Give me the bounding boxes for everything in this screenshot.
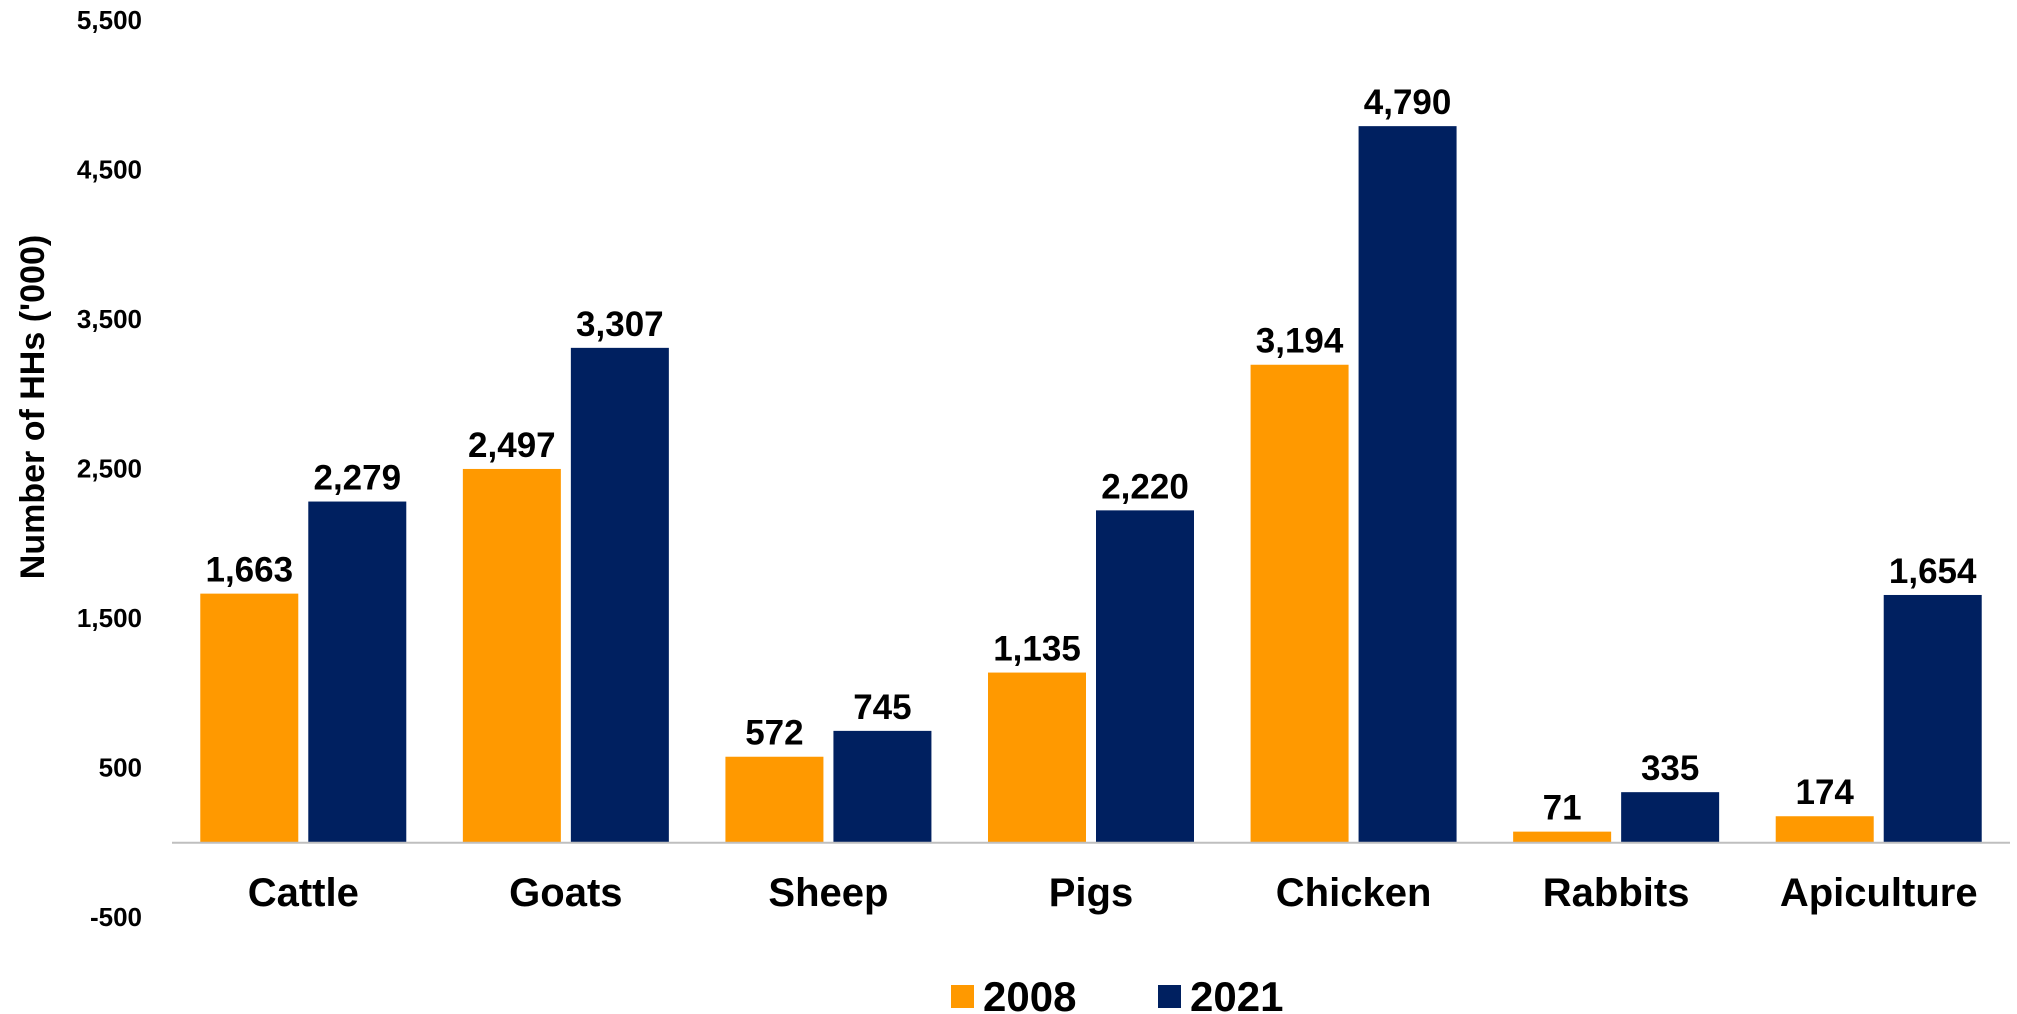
x-tick-label: Rabbits (1543, 871, 1690, 915)
x-tick-label: Goats (509, 871, 622, 915)
data-label-2008-goats: 2,497 (468, 426, 556, 465)
y-tick-label: 4,500 (77, 155, 142, 185)
legend-label-2021: 2021 (1190, 973, 1283, 1014)
data-labels-group: 1,663 2,279 2,497 3,307 572 745 1,135 2,220 3,19… (205, 83, 1977, 827)
legend-swatch-2008 (951, 985, 974, 1008)
x-tick-label: Cattle (248, 871, 359, 915)
data-label-2021-cattle: 2,279 (313, 459, 401, 498)
data-label-2021-pigs: 2,220 (1101, 467, 1189, 506)
bar-2021-rabbits (1621, 792, 1720, 843)
y-tick-label: 5,500 (77, 5, 142, 35)
y-tick-label: 500 (99, 753, 142, 783)
data-label-2021-rabbits: 335 (1641, 749, 1699, 788)
legend: 2008 2021 (951, 973, 1283, 1014)
data-label-2008-apiculture: 174 (1796, 773, 1855, 812)
x-axis-ticks: Cattle Goats Sheep Pigs Chicken Rabbits Apicul… (248, 871, 1978, 915)
y-tick-label: 1,500 (77, 603, 142, 633)
data-label-2021-apiculture: 1,654 (1889, 552, 1977, 591)
x-tick-label: Chicken (1276, 871, 1432, 915)
x-tick-label: Sheep (768, 871, 888, 915)
y-axis-ticks: 5,500 4,500 3,500 2,500 1,500 500 -500 (77, 5, 142, 932)
data-label-2021-chicken: 4,790 (1364, 83, 1452, 122)
bar-2021-goats (570, 347, 669, 843)
x-tick-label: Apiculture (1780, 871, 1978, 915)
y-tick-label: -500 (90, 902, 142, 932)
bar-2021-cattle (308, 501, 407, 843)
bar-2021-sheep (833, 730, 932, 843)
data-label-2008-pigs: 1,135 (993, 630, 1081, 669)
bar-2008-cattle (200, 593, 299, 843)
y-tick-label: 3,500 (77, 304, 142, 334)
bars-group (200, 126, 1982, 843)
data-label-2008-sheep: 572 (745, 714, 803, 753)
bar-2008-apiculture (1775, 816, 1874, 843)
bar-2021-apiculture (1883, 594, 1982, 843)
y-axis-label: Number of HHs ('000) (14, 235, 52, 579)
bar-2008-sheep (725, 756, 824, 843)
data-label-2021-goats: 3,307 (576, 305, 664, 344)
bar-2021-pigs (1096, 510, 1194, 843)
y-tick-label: 2,500 (77, 454, 142, 484)
x-tick-label: Pigs (1049, 871, 1133, 915)
bar-2021-chicken (1358, 126, 1457, 843)
data-label-2008-rabbits: 71 (1543, 789, 1582, 828)
legend-swatch-2021 (1158, 985, 1181, 1008)
bar-2008-chicken (1250, 364, 1349, 843)
data-label-2021-sheep: 745 (853, 688, 911, 727)
bar-2008-pigs (988, 672, 1086, 843)
data-label-2008-cattle: 1,663 (205, 551, 293, 590)
bar-2008-rabbits (1513, 831, 1612, 843)
data-label-2008-chicken: 3,194 (1256, 322, 1344, 361)
bar-2008-goats (462, 468, 561, 843)
legend-label-2008: 2008 (983, 973, 1076, 1014)
